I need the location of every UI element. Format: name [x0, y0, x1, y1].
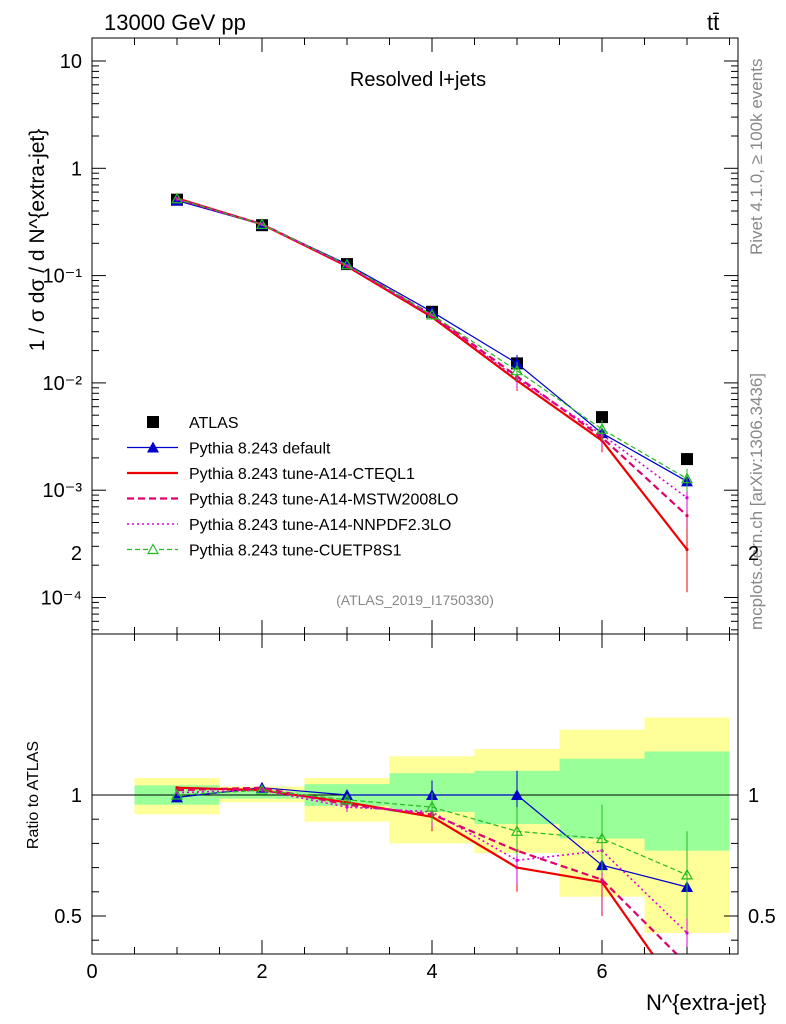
legend-entry: Pythia 8.243 tune-CUETP8S1: [127, 543, 402, 560]
x-axis-label: N^{extra-jet}: [646, 990, 766, 1015]
open-triangle-marker: [680, 472, 694, 484]
legend-label: Pythia 8.243 default: [189, 441, 331, 458]
energy-label: 13000 GeV pp: [104, 10, 246, 35]
legend-label: Pythia 8.243 tune-CUETP8S1: [189, 543, 402, 560]
ratio-y-tick-label: 2: [71, 543, 82, 565]
ratio-y-tick-label-right: 2: [748, 543, 759, 565]
ratio-triangle-marker: [171, 791, 183, 803]
series-4: [175, 197, 689, 511]
ratio-open-triangle-marker: [170, 788, 184, 800]
legend-entry: Pythia 8.243 tune-A14-NNPDF2.3LO: [127, 517, 451, 534]
series-0: [171, 193, 693, 466]
legend-triangle-marker: [147, 441, 159, 453]
process-label: tt̄: [707, 10, 719, 35]
ratio-point-marker: [685, 963, 688, 966]
legend-entry: Pythia 8.243 tune-A14-MSTW2008LO: [127, 492, 458, 509]
ratio-point-marker: [175, 786, 179, 790]
atlas-data-point: [596, 411, 608, 424]
ratio-point-marker: [515, 858, 519, 862]
series-line: [176, 198, 688, 480]
legend-label: Pythia 8.243 tune-A14-NNPDF2.3LO: [189, 517, 451, 534]
y-tick-label: 10⁻¹: [43, 266, 83, 288]
ratio-y-tick-label: 1: [71, 785, 82, 807]
open-triangle-marker: [510, 364, 524, 376]
y-tick-label: 10: [60, 51, 82, 73]
ratio-open-triangle-marker: [425, 800, 439, 812]
open-triangle-marker: [425, 308, 439, 320]
ratio-open-triangle-marker: [510, 825, 524, 836]
ratio-point-marker: [260, 788, 264, 792]
analysis-id-label: (ATLAS_2019_I1750330): [336, 592, 494, 608]
x-tick-label: 2: [256, 961, 267, 983]
main-y-axis-label: 1 / σ dσ / d N^{extra-jet}: [26, 129, 49, 352]
legend-open-triangle-marker: [146, 543, 160, 555]
point-marker: [685, 547, 689, 552]
ratio-point-marker: [345, 805, 349, 809]
ratio-open-triangle-marker: [680, 868, 694, 880]
legend: ATLAS Pythia 8.243 default Pythia 8.243 tu…: [127, 415, 458, 560]
point-marker: [685, 513, 689, 518]
main-series-layer: [170, 192, 694, 593]
y-tick-label: 10⁻⁴: [41, 588, 82, 610]
open-triangle-marker: [255, 218, 269, 230]
ratio-open-triangle-marker: [340, 793, 354, 805]
ratio-series-4: [170, 783, 694, 919]
y-tick-label: 10⁻³: [43, 480, 83, 502]
ratio-plot-frame: [91, 633, 739, 955]
ratio-y-tick-label: 0.5: [54, 906, 82, 928]
ratio-open-triangle-marker: [255, 783, 269, 795]
legend-label: Pythia 8.243 tune-A14-CTEQL1: [189, 466, 415, 483]
legend-entry: Pythia 8.243 tune-A14-CTEQL1: [127, 466, 415, 483]
point-marker: [345, 263, 349, 268]
ratio-y-axis-label: Ratio to ATLAS: [25, 741, 42, 849]
open-triangle-marker: [170, 192, 184, 204]
y-tick-label: 10⁻²: [43, 373, 83, 395]
legend-square-marker: [147, 416, 159, 428]
legend-label: ATLAS: [189, 415, 239, 432]
mcplots-label: mcplots.cern.ch [arXiv:1306.3436]: [747, 373, 766, 630]
ratio-point-marker: [685, 931, 689, 935]
rivet-version-label: Rivet 4.1.0, ≥ 100k events: [747, 59, 766, 255]
series-line: [176, 200, 688, 482]
main-panel: ATLAS Pythia 8.243 default Pythia 8.243 tu…: [26, 37, 739, 635]
legend-entry: Pythia 8.243 default: [127, 441, 331, 458]
plot-title: Resolved l+jets: [350, 69, 486, 91]
x-tick-label: 0: [86, 961, 97, 983]
atlas-data-point: [681, 453, 693, 466]
ratio-y-tick-label-right: 0.5: [748, 906, 776, 928]
ratio-y-tick-label-right: 1: [748, 785, 759, 807]
ratio-panel: 0.5 0.5 1 1 2 2 0 2 4 6 Ratio to ATLAS N^{extra-j…: [25, 543, 776, 1015]
ratio-series-layer: [170, 770, 694, 966]
ratio-axes: 0.5 0.5 1 1 2 2 0 2 4 6: [54, 543, 776, 983]
x-tick-label: 6: [596, 961, 607, 983]
series-5: [170, 192, 694, 492]
point-marker: [685, 496, 689, 500]
legend-entry: ATLAS: [147, 415, 239, 432]
main-axes: 10 1 10⁻¹ 10⁻² 10⁻³ 10⁻⁴: [41, 38, 738, 634]
y-tick-label: 1: [71, 158, 82, 180]
legend-label: Pythia 8.243 tune-A14-MSTW2008LO: [189, 492, 458, 509]
open-triangle-marker: [595, 422, 609, 434]
x-tick-label: 4: [426, 961, 437, 983]
open-triangle-marker: [340, 258, 354, 270]
ratio-open-triangle-marker: [595, 832, 609, 844]
ratio-triangle-marker: [511, 789, 523, 800]
